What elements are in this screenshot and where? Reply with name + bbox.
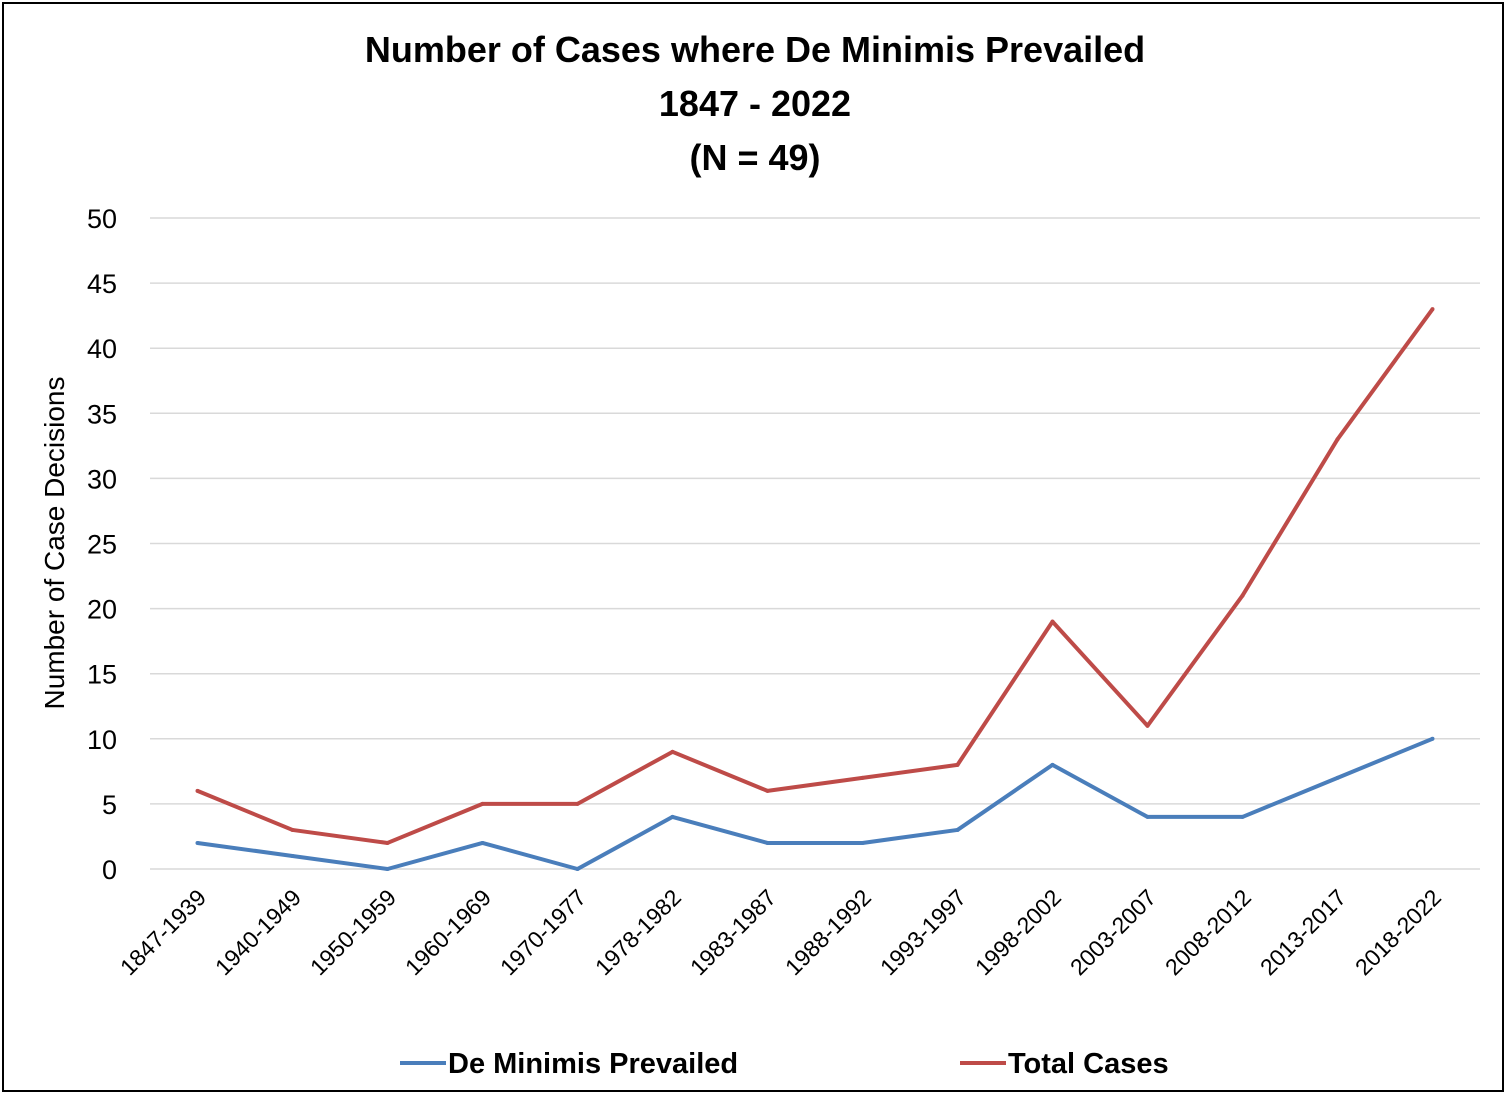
data-point [575, 867, 580, 871]
data-point [1430, 307, 1435, 312]
y-tick-label: 15 [87, 660, 117, 690]
data-point [1050, 762, 1055, 767]
data-point [1240, 814, 1245, 819]
data-point [860, 775, 865, 780]
y-tick-label: 20 [87, 595, 117, 625]
data-point [1430, 736, 1435, 741]
data-point [195, 840, 200, 845]
y-tick-label: 40 [87, 334, 117, 364]
data-point [290, 827, 295, 832]
y-tick-label: 0 [102, 855, 117, 885]
x-tick-label: 1993-1997 [875, 884, 971, 980]
data-point [860, 840, 865, 845]
data-point [480, 840, 485, 845]
data-point [1145, 723, 1150, 728]
data-point [1335, 437, 1340, 442]
data-point [1335, 775, 1340, 780]
y-tick-label: 25 [87, 530, 117, 560]
y-axis-label: Number of Case Decisions [39, 376, 70, 709]
x-tick-label: 1970-1977 [495, 884, 591, 980]
chart-title-line-2: 1847 - 2022 [659, 83, 851, 124]
data-point [575, 801, 580, 806]
x-tick-label: 2003-2007 [1065, 884, 1161, 980]
x-tick-label: 1978-1982 [590, 884, 686, 980]
data-point [955, 827, 960, 832]
data-point [765, 788, 770, 793]
series-line-de-minimis-prevailed [197, 736, 1434, 871]
data-point [955, 762, 960, 767]
y-tick-label: 10 [87, 725, 117, 755]
data-point [670, 749, 675, 754]
data-point [765, 840, 770, 845]
chart-title-line-1: Number of Cases where De Minimis Prevail… [365, 29, 1145, 70]
x-tick-label: 1847-1939 [115, 884, 211, 980]
data-point [1240, 593, 1245, 598]
chart-title: Number of Cases where De Minimis Prevail… [365, 29, 1145, 178]
y-tick-label: 30 [87, 464, 117, 494]
x-tick-label: 1983-1987 [685, 884, 781, 980]
chart-title-line-3: (N = 49) [689, 137, 820, 178]
x-tick-label: 2013-2017 [1255, 884, 1351, 980]
x-tick-label: 1940-1949 [210, 884, 306, 980]
y-tick-label: 45 [87, 269, 117, 299]
x-tick-label: 1998-2002 [970, 884, 1066, 980]
data-point [480, 801, 485, 806]
data-point [670, 814, 675, 819]
x-tick-label: 2018-2022 [1350, 884, 1446, 980]
data-point [385, 840, 390, 845]
y-tick-label: 5 [102, 790, 117, 820]
x-tick-label: 1988-1992 [780, 884, 876, 980]
data-point [195, 788, 200, 793]
x-tick-label: 1950-1959 [305, 884, 401, 980]
data-point [1050, 619, 1055, 624]
y-tick-label: 50 [87, 204, 117, 234]
series-line-total-cases [196, 307, 1435, 845]
x-tick-label: 1960-1969 [400, 884, 496, 980]
legend-label: De Minimis Prevailed [448, 1048, 738, 1080]
data-point [385, 867, 390, 871]
data-point [290, 853, 295, 858]
y-tick-label: 35 [87, 399, 117, 429]
data-point [1145, 814, 1150, 819]
x-tick-label: 2008-2012 [1160, 884, 1256, 980]
legend-label: Total Cases [1008, 1048, 1169, 1080]
